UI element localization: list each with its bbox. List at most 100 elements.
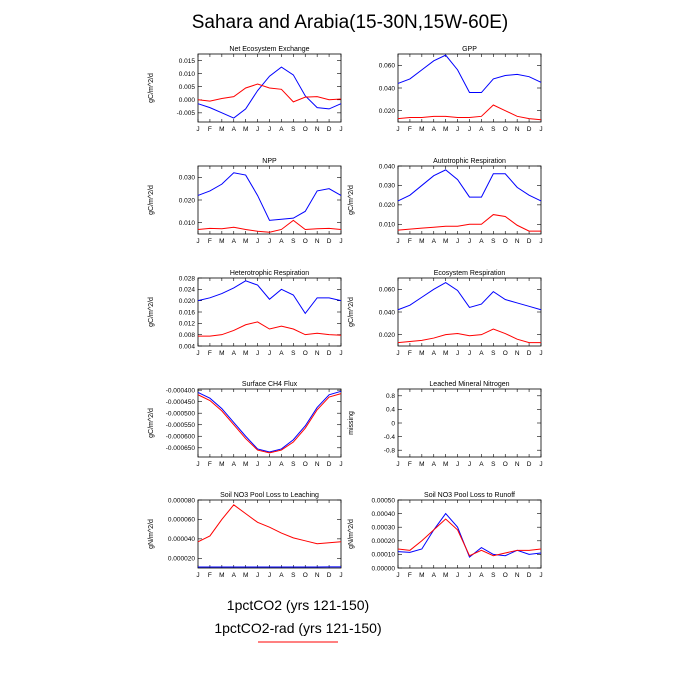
x-tick-label: J [339,126,342,133]
x-tick-label: O [503,126,508,133]
x-tick-label: J [339,238,342,245]
x-tick-label: S [291,350,296,357]
panel-title: Autotrophic Respiration [433,158,506,165]
y-tick-label: 0.00020 [372,538,396,545]
x-tick-label: M [419,572,424,579]
x-tick-label: A [232,238,237,245]
x-tick-label: D [527,461,532,468]
x-tick-label: J [256,350,259,357]
x-tick-label: O [503,461,508,468]
y-tick-label: -0.4 [384,434,396,441]
x-tick-label: S [291,238,296,245]
x-tick-label: M [443,350,448,357]
y-tick-label: 0.000020 [168,556,195,563]
y-tick-label: -0.000400 [166,387,196,394]
panel-title: GPP [462,46,477,53]
x-tick-label: J [456,126,459,133]
x-tick-label: J [396,572,399,579]
x-tick-label: M [243,126,248,133]
y-tick-label: 0.040 [379,85,396,92]
x-tick-label: F [408,461,412,468]
y-tick-label: 0.00000 [372,565,396,572]
x-tick-label: A [232,350,237,357]
x-tick-label: J [539,350,542,357]
y-axis-label: missing [348,411,355,435]
x-tick-label: M [243,572,248,579]
x-tick-label: D [527,350,532,357]
series-line-1pctco2 [197,280,342,315]
series-line-1pctco2 [197,172,342,221]
x-tick-label: D [327,461,332,468]
panel-title: Soil NO3 Pool Loss to Runoff [424,492,515,499]
legend-label-series-b: 1pctCO2-rad (yrs 121-150) [214,620,381,636]
series-line-1pctco2-rad [397,104,542,121]
plot-frame [397,53,542,123]
x-tick-label: J [396,461,399,468]
panel-title: Leached Mineral Nitrogen [429,381,509,388]
x-tick-label: M [219,461,224,468]
x-tick-label: M [419,350,424,357]
x-tick-label: M [219,572,224,579]
y-tick-label: -0.005 [177,110,196,117]
x-tick-label: D [327,572,332,579]
y-tick-label: 0.016 [179,309,196,316]
y-axis-label: gC/m^2/d [148,297,155,327]
series-line-1pctco2-rad [397,328,541,344]
x-tick-label: A [432,461,437,468]
x-tick-label: S [291,461,296,468]
x-tick-label: D [327,126,332,133]
y-axis-label: gN/m^2/d [148,519,155,549]
y-tick-label: 0.060 [379,63,396,70]
x-tick-label: J [468,461,471,468]
x-tick-label: D [527,126,532,133]
x-tick-label: A [432,238,437,245]
x-tick-label: J [456,572,459,579]
x-tick-label: S [291,126,296,133]
x-tick-label: F [208,238,212,245]
x-tick-label: M [219,238,224,245]
y-tick-label: 0.015 [179,58,196,65]
x-tick-label: M [443,572,448,579]
x-tick-label: N [515,126,520,133]
x-tick-label: J [396,126,399,133]
panel-title: Heterotrophic Respiration [230,270,309,277]
x-tick-label: J [456,350,459,357]
x-tick-label: J [256,461,259,468]
x-tick-label: M [243,461,248,468]
y-tick-label: -0.8 [384,448,396,455]
x-tick-label: J [468,126,471,133]
x-tick-label: M [243,350,248,357]
series-line-1pctco2 [397,54,542,94]
x-tick-label: N [515,461,520,468]
x-tick-label: O [303,126,308,133]
panel-title: Net Ecosystem Exchange [229,46,309,53]
x-tick-label: A [279,126,284,133]
y-tick-label: 0.020 [179,298,196,305]
y-axis-label: gC/m^2/d [148,73,155,103]
y-tick-label: 0.008 [179,332,196,339]
x-tick-label: M [443,238,448,245]
x-tick-label: J [396,350,399,357]
y-tick-label: 0.024 [179,287,196,294]
y-tick-label: 0.004 [179,343,196,350]
x-tick-label: J [339,461,342,468]
x-tick-label: N [515,572,520,579]
y-tick-label: 0.00030 [372,525,396,532]
y-tick-label: 0.010 [179,71,196,78]
x-tick-label: F [408,350,412,357]
y-tick-label: 0.010 [379,222,396,229]
x-tick-label: A [479,238,484,245]
series-line-1pctco2-rad [197,219,342,233]
series-line-1pctco2 [197,66,342,119]
y-tick-label: 0.00010 [372,552,396,559]
x-tick-label: J [468,572,471,579]
y-tick-label: 0.000 [179,97,196,104]
y-tick-label: 0.060 [379,287,396,294]
x-tick-label: J [196,126,199,133]
x-tick-label: S [491,126,496,133]
x-tick-label: A [479,126,484,133]
